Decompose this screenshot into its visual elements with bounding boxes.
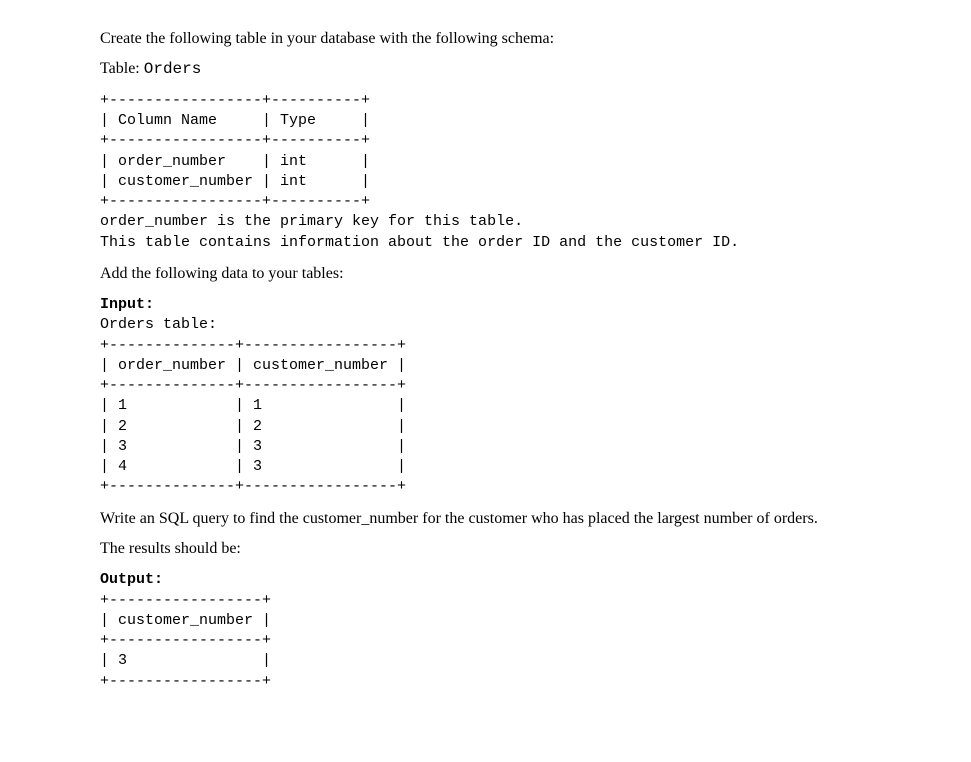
input-row2: | 2 | 2 | — [100, 418, 406, 435]
input-row1: | 1 | 1 | — [100, 397, 406, 414]
document-content: Create the following table in your datab… — [30, 28, 941, 692]
schema-note2: This table contains information about th… — [100, 234, 739, 251]
results-text: The results should be: — [100, 538, 901, 560]
input-border-bot: +--------------+-----------------+ — [100, 478, 406, 495]
add-data-text: Add the following data to your tables: — [100, 263, 901, 285]
output-block: Output: +-----------------+ | customer_n… — [100, 570, 901, 692]
schema-table: +-----------------+----------+ | Column … — [100, 91, 901, 253]
schema-row2: | customer_number | int | — [100, 173, 370, 190]
input-border-top: +--------------+-----------------+ — [100, 337, 406, 354]
input-row4: | 4 | 3 | — [100, 458, 406, 475]
schema-note1: order_number is the primary key for this… — [100, 213, 523, 230]
input-block: Input: Orders table: +--------------+---… — [100, 295, 901, 498]
input-header: | order_number | customer_number | — [100, 357, 406, 374]
input-table-label: Orders table: — [100, 316, 217, 333]
intro-line2: Table: Orders — [100, 58, 901, 80]
input-border-mid: +--------------+-----------------+ — [100, 377, 406, 394]
input-label: Input: — [100, 296, 154, 313]
table-label-prefix: Table: — [100, 60, 144, 77]
output-border-mid: +-----------------+ — [100, 632, 271, 649]
query-text: Write an SQL query to find the customer_… — [100, 508, 901, 530]
table-name: Orders — [144, 60, 202, 78]
output-label: Output: — [100, 571, 163, 588]
input-row3: | 3 | 3 | — [100, 438, 406, 455]
output-header: | customer_number | — [100, 612, 271, 629]
schema-border-mid: +-----------------+----------+ — [100, 132, 370, 149]
schema-row1: | order_number | int | — [100, 153, 370, 170]
output-border-top: +-----------------+ — [100, 592, 271, 609]
schema-border-bot: +-----------------+----------+ — [100, 193, 370, 210]
output-border-bot: +-----------------+ — [100, 673, 271, 690]
intro-line1: Create the following table in your datab… — [100, 28, 901, 50]
schema-header: | Column Name | Type | — [100, 112, 370, 129]
output-row1: | 3 | — [100, 652, 271, 669]
schema-border-top: +-----------------+----------+ — [100, 92, 370, 109]
